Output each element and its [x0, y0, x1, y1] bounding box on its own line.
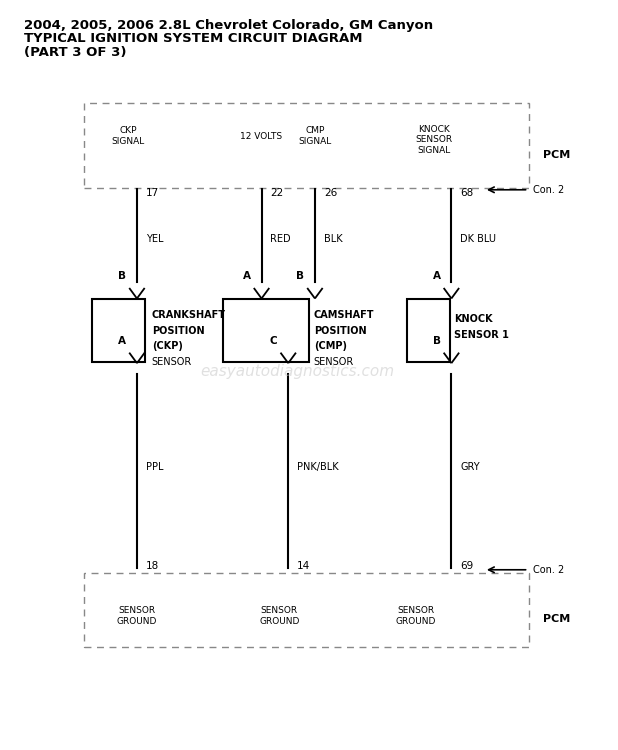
Text: 22: 22 — [271, 188, 284, 198]
Text: KNOCK
SENSOR
SIGNAL: KNOCK SENSOR SIGNAL — [415, 125, 452, 154]
Text: (PART 3 OF 3): (PART 3 OF 3) — [24, 46, 127, 59]
Text: A: A — [243, 271, 251, 281]
Text: 69: 69 — [460, 561, 473, 571]
Text: PCM: PCM — [543, 149, 570, 160]
Text: C: C — [269, 335, 277, 346]
Text: Con. 2: Con. 2 — [533, 184, 564, 195]
Text: 17: 17 — [146, 188, 159, 198]
Text: YEL: YEL — [146, 234, 163, 244]
Text: 18: 18 — [146, 561, 159, 571]
Text: 14: 14 — [297, 561, 310, 571]
Text: KNOCK: KNOCK — [454, 314, 493, 324]
Text: SENSOR: SENSOR — [152, 357, 192, 367]
Text: CKP
SIGNAL: CKP SIGNAL — [111, 127, 145, 146]
Text: 26: 26 — [324, 188, 337, 198]
Text: SENSOR
GROUND: SENSOR GROUND — [117, 607, 157, 625]
Text: CRANKSHAFT: CRANKSHAFT — [152, 310, 226, 320]
Text: SENSOR: SENSOR — [314, 357, 354, 367]
Text: PNK/BLK: PNK/BLK — [297, 462, 339, 472]
Text: A: A — [433, 271, 441, 281]
Text: RED: RED — [271, 234, 291, 244]
Text: (CMP): (CMP) — [314, 341, 347, 351]
Text: 12 VOLTS: 12 VOLTS — [240, 132, 282, 141]
Text: CAMSHAFT: CAMSHAFT — [314, 310, 375, 320]
Text: SENSOR
GROUND: SENSOR GROUND — [396, 607, 436, 625]
Text: BLK: BLK — [324, 234, 342, 244]
Text: PCM: PCM — [543, 614, 570, 624]
Text: DK BLU: DK BLU — [460, 234, 496, 244]
Bar — [93, 298, 145, 362]
Text: POSITION: POSITION — [152, 326, 205, 336]
Text: 2004, 2005, 2006 2.8L Chevrolet Colorado, GM Canyon: 2004, 2005, 2006 2.8L Chevrolet Colorado… — [24, 19, 433, 32]
Text: B: B — [433, 335, 441, 346]
Text: GRY: GRY — [460, 462, 480, 472]
Text: Con. 2: Con. 2 — [533, 565, 564, 574]
Bar — [83, 103, 528, 188]
Text: TYPICAL IGNITION SYSTEM CIRCUIT DIAGRAM: TYPICAL IGNITION SYSTEM CIRCUIT DIAGRAM — [24, 32, 363, 46]
Text: B: B — [118, 271, 126, 281]
Text: SENSOR
GROUND: SENSOR GROUND — [259, 607, 300, 625]
Bar — [407, 298, 450, 362]
Text: 68: 68 — [460, 188, 473, 198]
Text: (CKP): (CKP) — [152, 341, 183, 351]
Text: easyautodiagnostics.com: easyautodiagnostics.com — [200, 364, 394, 379]
Text: POSITION: POSITION — [314, 326, 366, 336]
Text: A: A — [118, 335, 126, 346]
Text: SENSOR 1: SENSOR 1 — [454, 330, 509, 340]
Text: B: B — [296, 271, 304, 281]
Text: CMP
SIGNAL: CMP SIGNAL — [298, 127, 332, 146]
Bar — [83, 574, 528, 647]
Bar — [223, 298, 309, 362]
Text: PPL: PPL — [146, 462, 163, 472]
